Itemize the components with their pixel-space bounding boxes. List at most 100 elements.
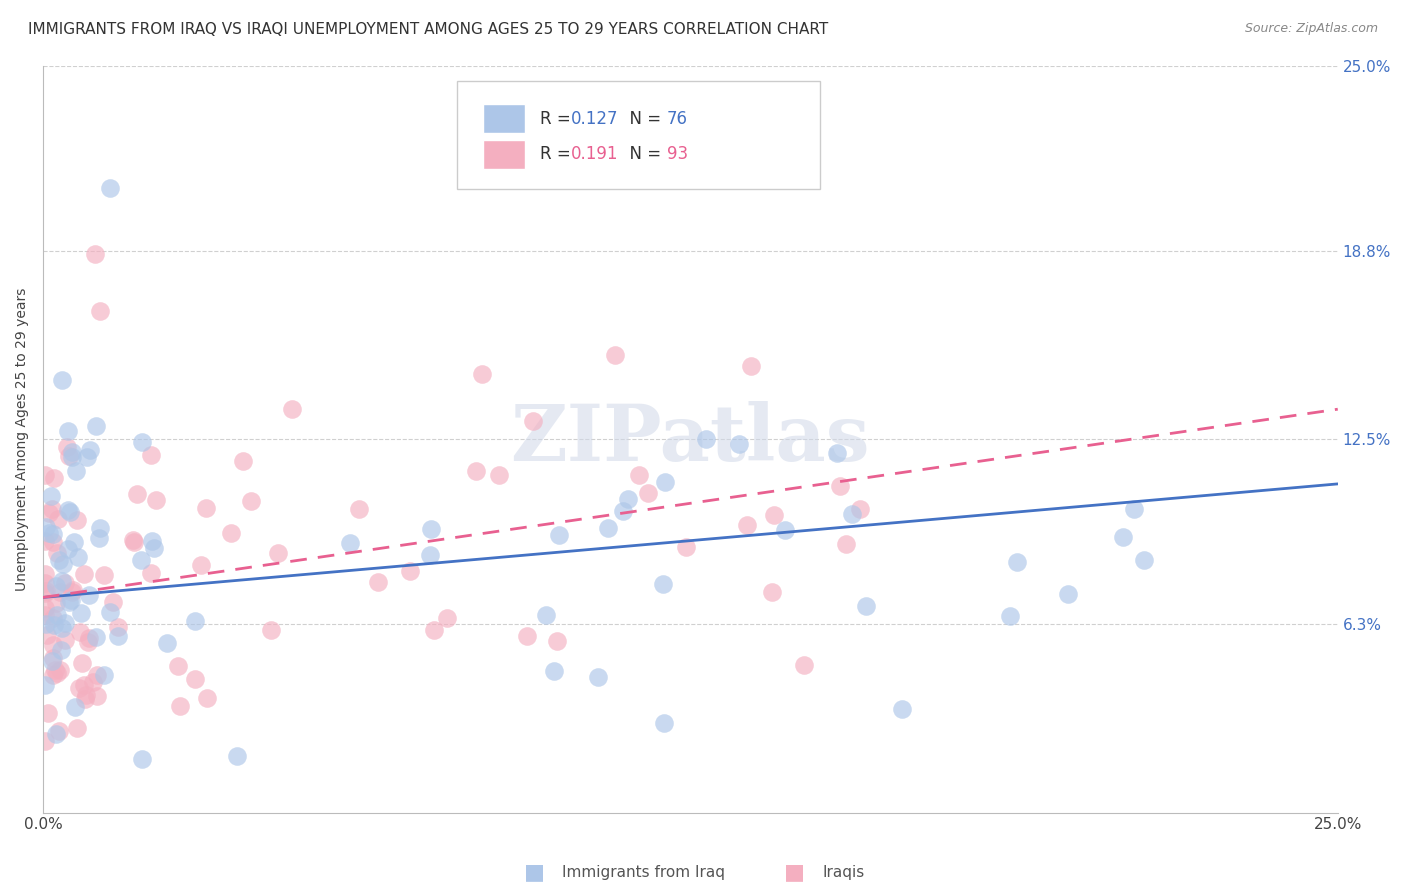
Point bbox=[654, 715, 676, 730]
Point bbox=[828, 479, 851, 493]
Point bbox=[86, 689, 108, 703]
Text: ZIPatlas: ZIPatlas bbox=[510, 401, 870, 477]
Point bbox=[34, 601, 56, 615]
Text: Iraqis: Iraqis bbox=[823, 865, 865, 880]
Point bbox=[35, 617, 58, 632]
Point bbox=[89, 303, 111, 318]
Point bbox=[60, 444, 83, 458]
Point bbox=[419, 548, 441, 562]
Point bbox=[534, 608, 557, 623]
Point bbox=[59, 593, 82, 607]
Point bbox=[38, 506, 60, 520]
Point bbox=[58, 449, 80, 463]
Point bbox=[184, 615, 207, 629]
Point bbox=[849, 501, 872, 516]
Point bbox=[841, 507, 863, 521]
Point bbox=[190, 558, 212, 572]
Point bbox=[62, 583, 84, 598]
Point bbox=[34, 566, 56, 581]
Point bbox=[267, 546, 290, 560]
Text: 93: 93 bbox=[666, 145, 688, 163]
Text: 0.191: 0.191 bbox=[571, 145, 619, 163]
Point bbox=[34, 733, 56, 747]
Point bbox=[69, 625, 91, 640]
Text: N =: N = bbox=[619, 145, 666, 163]
Point bbox=[627, 467, 650, 482]
Point bbox=[835, 537, 858, 551]
Point bbox=[260, 623, 283, 637]
Point bbox=[166, 659, 188, 673]
Point bbox=[398, 564, 420, 578]
Point bbox=[76, 450, 98, 464]
Point bbox=[49, 585, 72, 599]
Point bbox=[60, 585, 83, 599]
Point bbox=[45, 727, 67, 741]
Point bbox=[56, 502, 79, 516]
Point bbox=[1133, 553, 1156, 567]
Point bbox=[62, 535, 84, 549]
Point bbox=[728, 437, 751, 451]
Point bbox=[98, 181, 121, 195]
Point bbox=[48, 724, 70, 739]
Point bbox=[675, 540, 697, 554]
Point bbox=[41, 654, 63, 668]
Point bbox=[34, 468, 56, 483]
Point bbox=[547, 527, 569, 541]
Point bbox=[86, 668, 108, 682]
Point bbox=[141, 448, 163, 462]
Point bbox=[34, 678, 56, 692]
Text: 0.127: 0.127 bbox=[571, 110, 619, 128]
Point bbox=[740, 359, 762, 373]
Text: R =: R = bbox=[540, 110, 576, 128]
Point bbox=[695, 432, 717, 446]
Point bbox=[464, 464, 486, 478]
Point bbox=[516, 629, 538, 643]
Point bbox=[131, 435, 153, 450]
Point bbox=[103, 595, 125, 609]
Point bbox=[35, 520, 58, 534]
Point bbox=[654, 475, 676, 489]
Point bbox=[73, 566, 96, 581]
Text: ■: ■ bbox=[524, 863, 544, 882]
Point bbox=[45, 579, 67, 593]
Point bbox=[65, 464, 87, 478]
Point bbox=[612, 504, 634, 518]
Point bbox=[280, 402, 302, 417]
Point bbox=[488, 467, 510, 482]
Point bbox=[471, 367, 494, 381]
Y-axis label: Unemployment Among Ages 25 to 29 years: Unemployment Among Ages 25 to 29 years bbox=[15, 287, 30, 591]
Point bbox=[184, 673, 207, 687]
Point bbox=[89, 521, 111, 535]
Point bbox=[55, 440, 77, 454]
Point bbox=[49, 663, 72, 677]
Point bbox=[156, 636, 179, 650]
Point bbox=[588, 669, 610, 683]
Point bbox=[107, 620, 129, 634]
Point bbox=[761, 585, 783, 599]
Point bbox=[637, 486, 659, 500]
Point bbox=[46, 607, 69, 622]
FancyBboxPatch shape bbox=[484, 140, 524, 169]
Point bbox=[79, 631, 101, 645]
Point bbox=[617, 491, 640, 506]
Point bbox=[546, 633, 568, 648]
Point bbox=[603, 348, 626, 362]
Point bbox=[67, 681, 90, 695]
Point bbox=[42, 650, 65, 665]
Point bbox=[35, 628, 58, 642]
Point bbox=[1057, 587, 1080, 601]
Text: 76: 76 bbox=[666, 110, 688, 128]
Point bbox=[793, 658, 815, 673]
Point bbox=[98, 605, 121, 619]
Point bbox=[1111, 530, 1133, 544]
Point bbox=[77, 635, 100, 649]
Point bbox=[194, 501, 217, 516]
Point bbox=[52, 557, 75, 571]
Point bbox=[773, 523, 796, 537]
Point bbox=[240, 493, 263, 508]
Point bbox=[58, 595, 80, 609]
Point bbox=[63, 700, 86, 714]
Point bbox=[53, 615, 76, 630]
Point bbox=[226, 748, 249, 763]
Text: IMMIGRANTS FROM IRAQ VS IRAQI UNEMPLOYMENT AMONG AGES 25 TO 29 YEARS CORRELATION: IMMIGRANTS FROM IRAQ VS IRAQI UNEMPLOYME… bbox=[28, 22, 828, 37]
